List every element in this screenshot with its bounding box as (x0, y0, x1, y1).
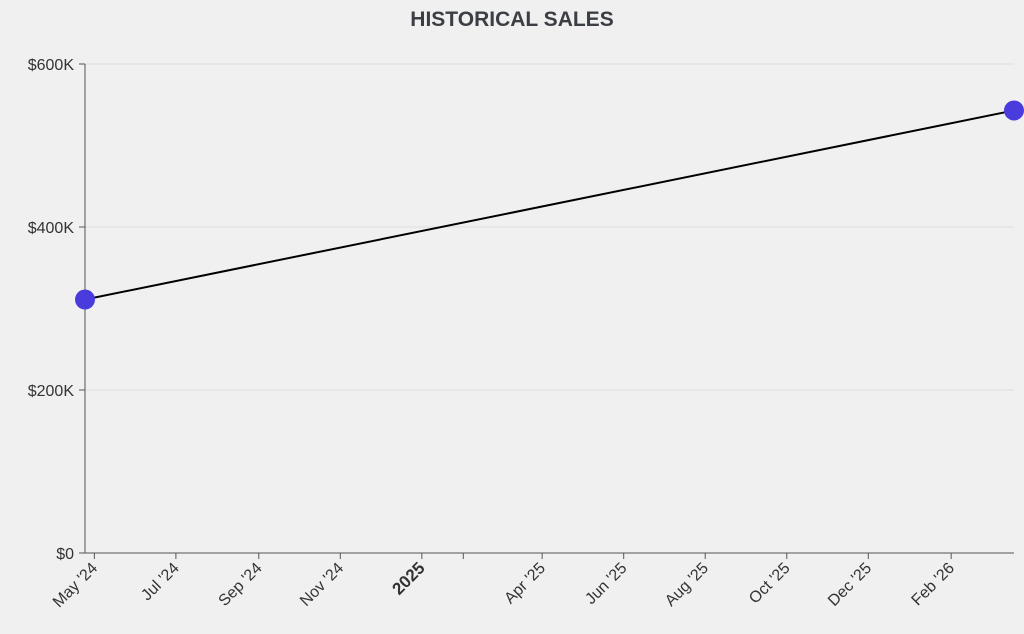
series-layer (75, 100, 1024, 310)
y-tick-label: $0 (56, 546, 74, 563)
x-tick-label: May '24 (50, 560, 101, 611)
x-tick-label: Feb '26 (909, 560, 958, 609)
x-tick-label: Sep '24 (216, 560, 266, 610)
data-point (1004, 100, 1024, 121)
chart-title: HISTORICAL SALES (410, 8, 613, 31)
x-tick-label: Dec '25 (825, 560, 875, 610)
y-tick-label: $400K (28, 220, 75, 237)
y-tick-label: $200K (28, 383, 75, 400)
gridlines (85, 63, 1014, 391)
series-line (84, 109, 1015, 301)
data-point (75, 289, 95, 310)
x-tick-label: 2025 (388, 558, 428, 598)
x-tick-label: Jul '24 (138, 560, 182, 604)
x-tick-label: Oct '25 (746, 560, 794, 608)
y-tick-label: $600K (28, 57, 75, 74)
x-tick-label: Nov '24 (297, 560, 347, 610)
x-tick-label: Aug '25 (662, 560, 712, 610)
x-tick-label: Apr '25 (501, 560, 549, 608)
x-tick-label: Jun '25 (582, 560, 630, 608)
